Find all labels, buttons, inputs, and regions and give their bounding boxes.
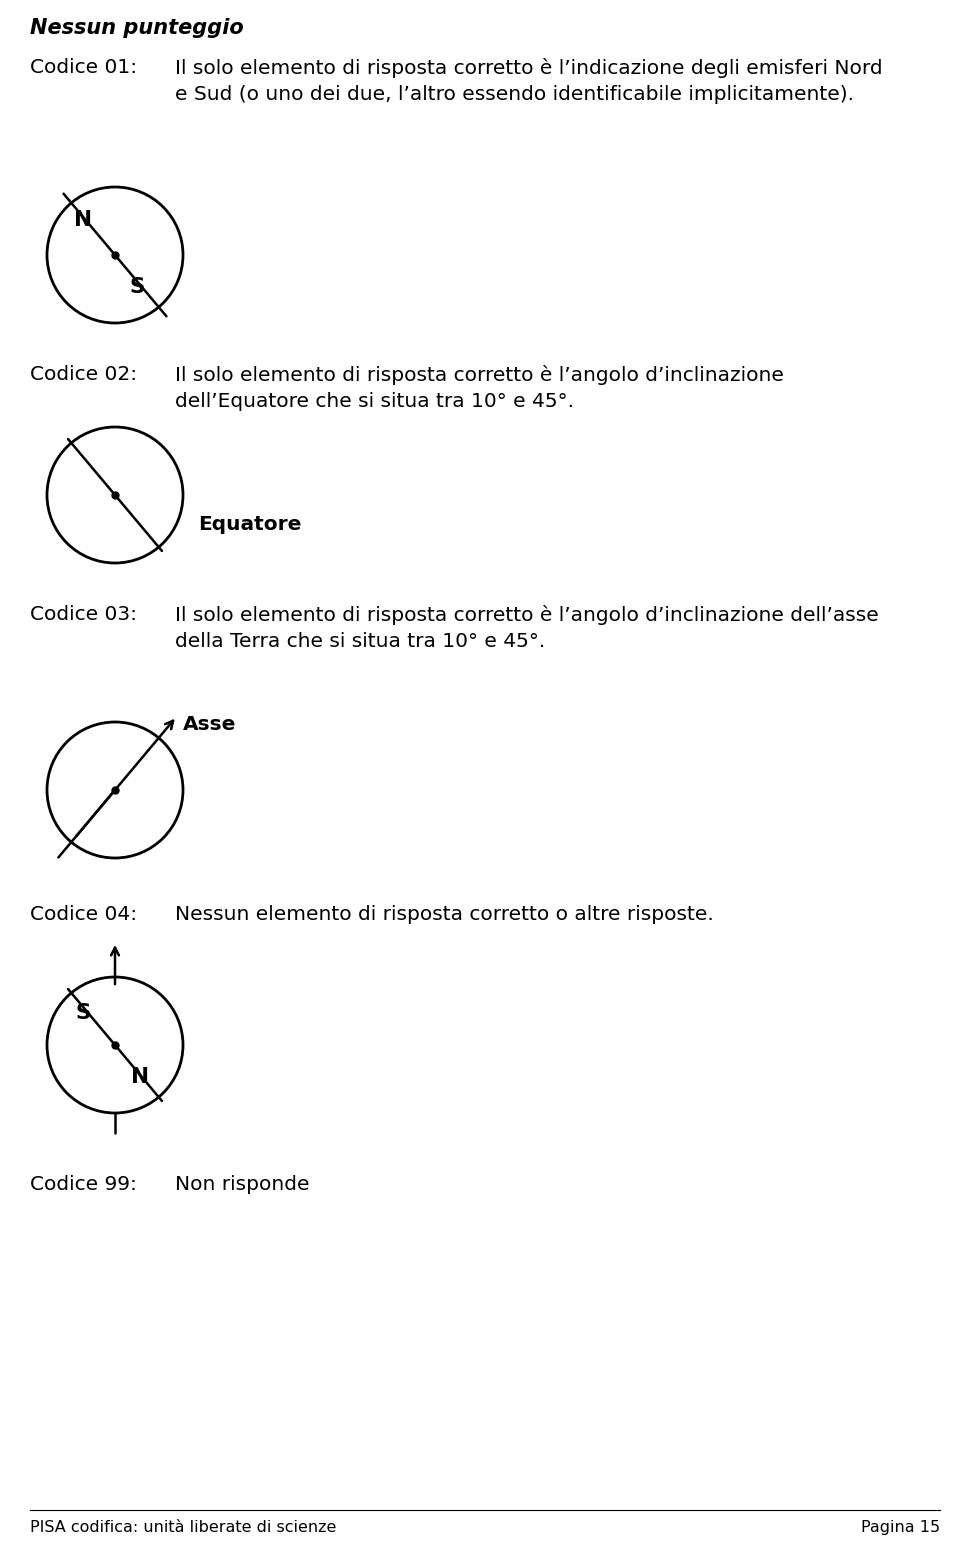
Text: Equatore: Equatore [198,516,301,535]
Text: N: N [131,1068,149,1086]
Text: N: N [74,210,92,230]
Text: Nessun elemento di risposta corretto o altre risposte.: Nessun elemento di risposta corretto o a… [175,904,713,925]
Text: Codice 02:: Codice 02: [30,365,137,384]
Text: Codice 04:: Codice 04: [30,904,137,925]
Text: S: S [130,277,145,297]
Text: S: S [75,1002,91,1023]
Text: Non risponde: Non risponde [175,1175,309,1193]
Text: Codice 99:: Codice 99: [30,1175,137,1193]
Text: Codice 01:: Codice 01: [30,57,137,78]
Text: PISA codifica: unità liberate di scienze: PISA codifica: unità liberate di scienze [30,1520,336,1535]
Text: Il solo elemento di risposta corretto è l’angolo d’inclinazione
dell’Equatore ch: Il solo elemento di risposta corretto è … [175,365,784,410]
Text: Nessun punteggio: Nessun punteggio [30,19,244,37]
Text: Asse: Asse [182,715,236,733]
Text: Codice 03:: Codice 03: [30,605,137,625]
Text: Pagina 15: Pagina 15 [861,1520,940,1535]
Text: Il solo elemento di risposta corretto è l’indicazione degli emisferi Nord
e Sud : Il solo elemento di risposta corretto è … [175,57,882,104]
Text: Il solo elemento di risposta corretto è l’angolo d’inclinazione dell’asse
della : Il solo elemento di risposta corretto è … [175,605,878,651]
